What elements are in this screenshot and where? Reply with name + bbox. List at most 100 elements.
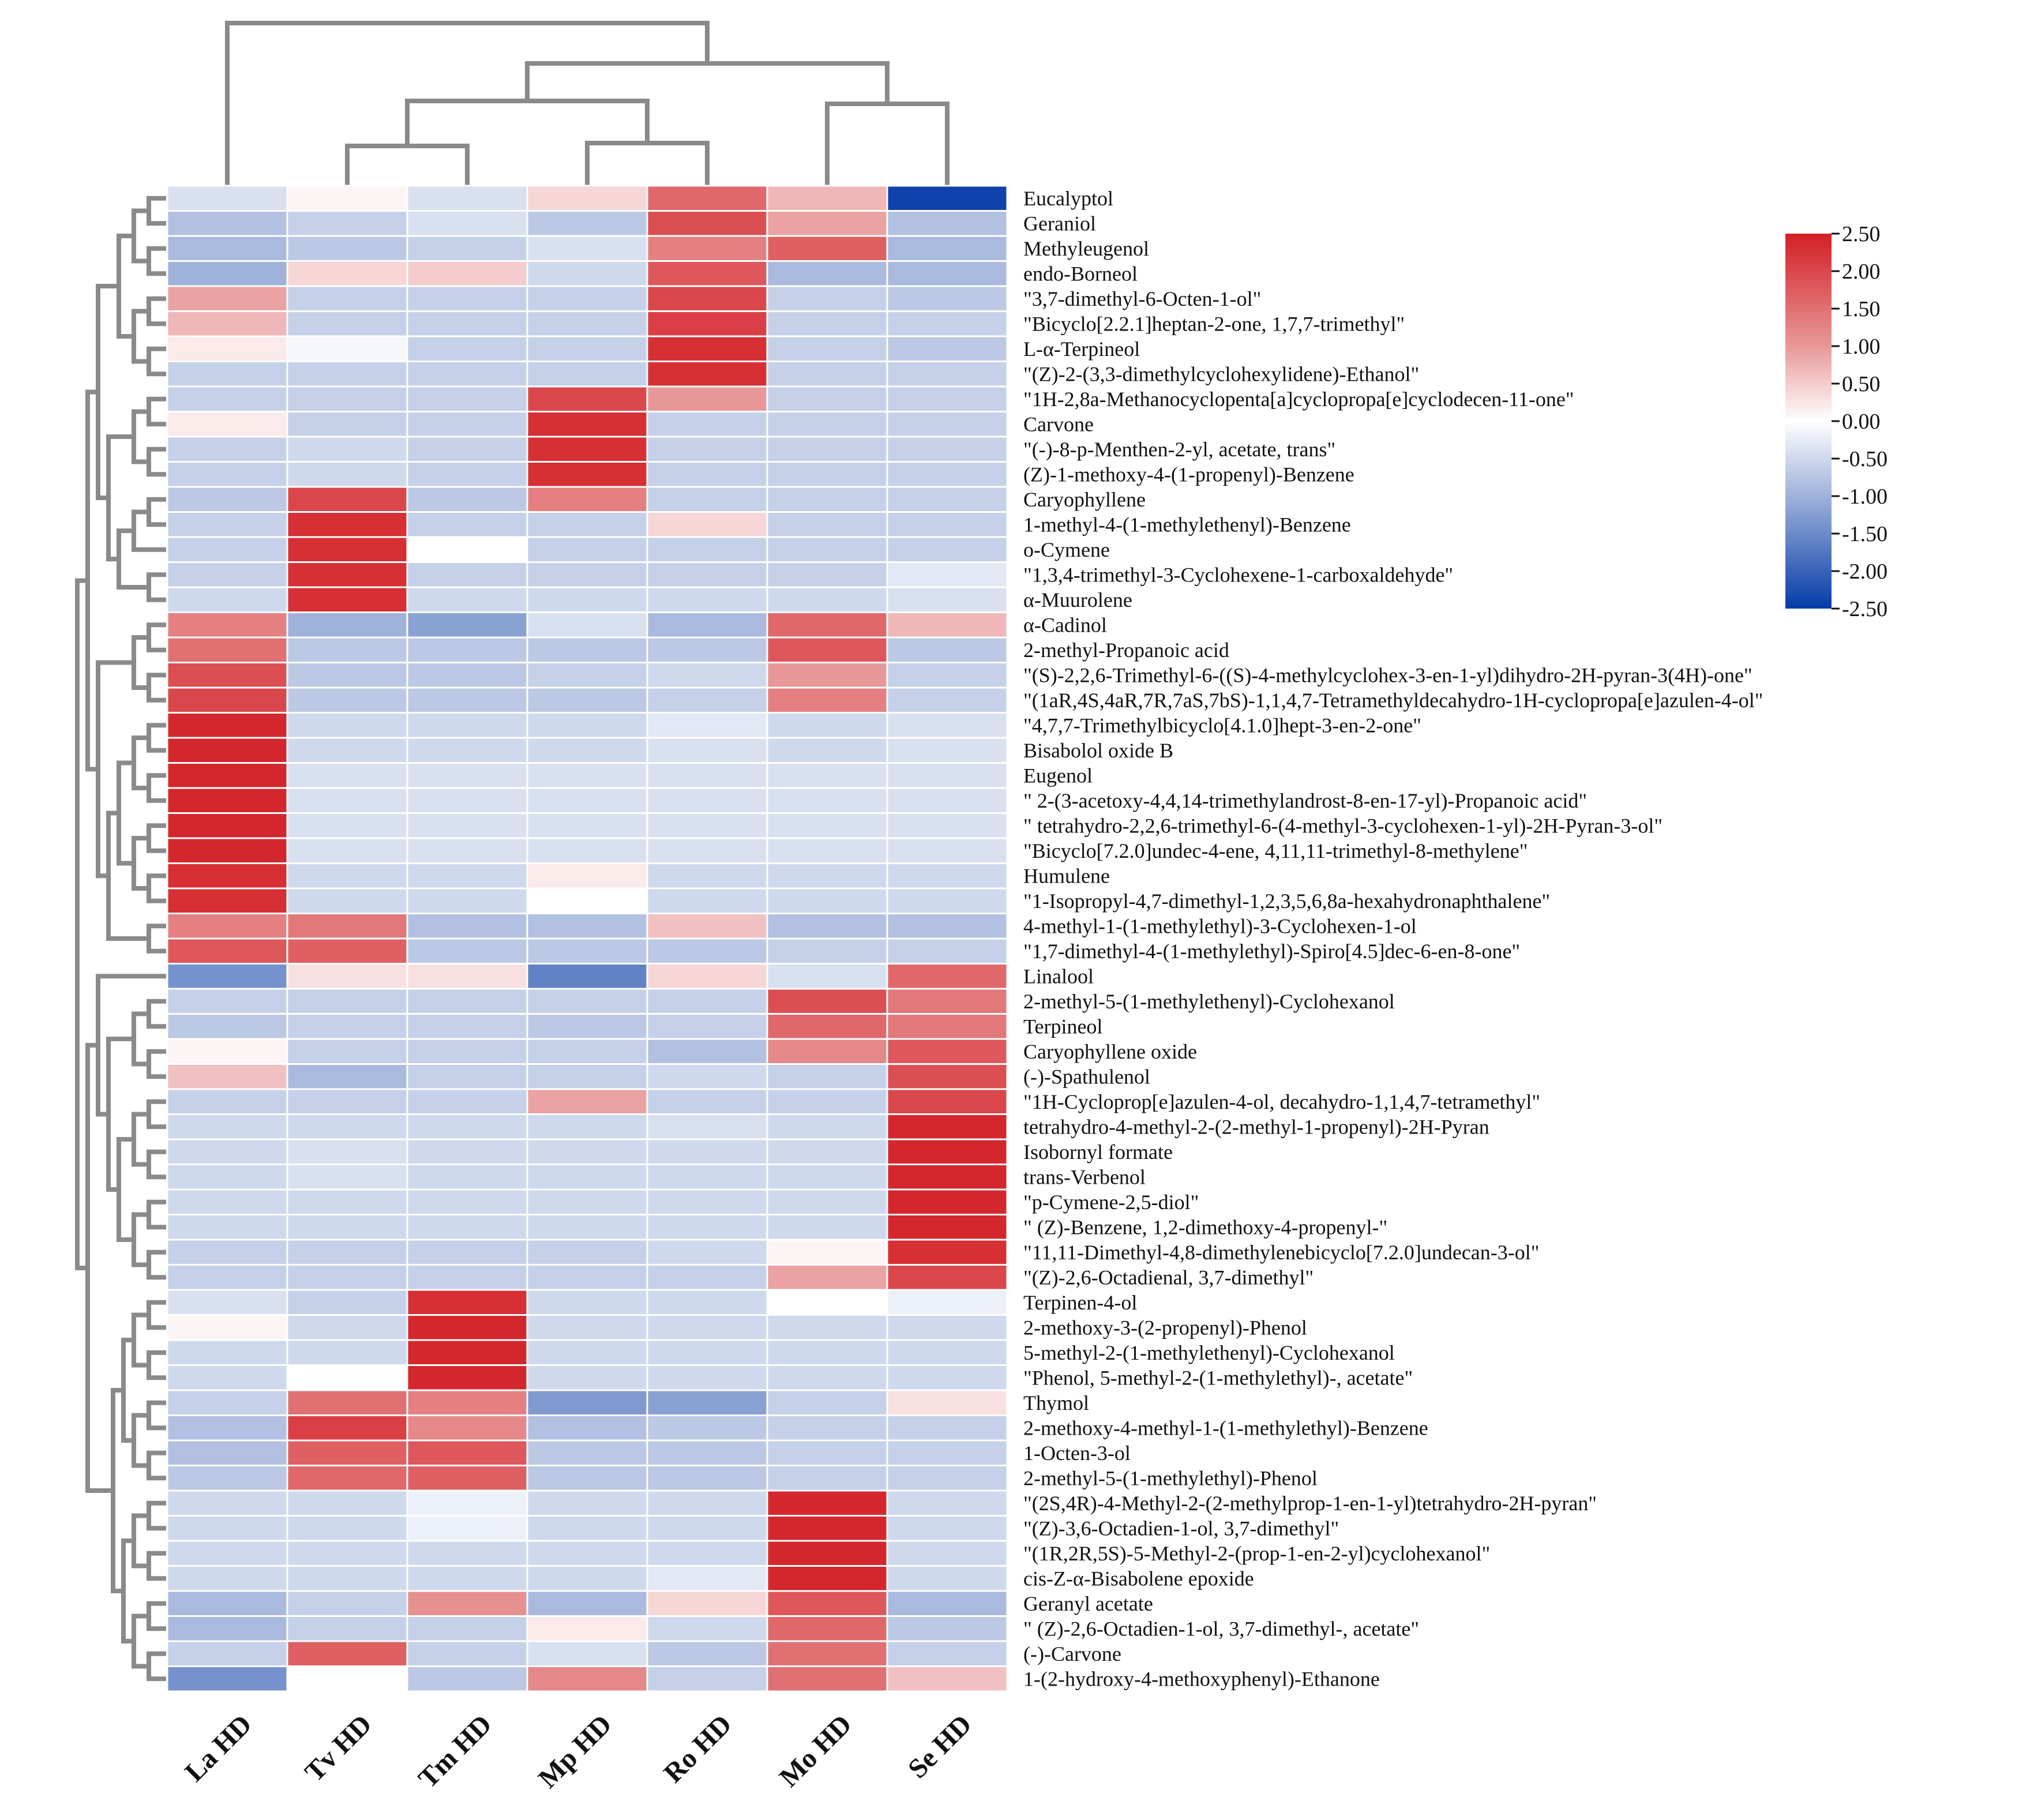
heatmap-cell (526, 260, 648, 287)
row-label: (-)-Spathulenol (1023, 1065, 1150, 1088)
heatmap-cell (526, 662, 648, 689)
heatmap-cell (646, 536, 768, 563)
column-labels: La HD Tv HD Tm HD Mp HD Ro HD Mo HD Se HD (179, 1709, 977, 1794)
heatmap-cell (166, 1489, 288, 1517)
heatmap-cell (646, 1489, 768, 1517)
heatmap-cell (526, 1339, 648, 1366)
heatmap-cell (766, 1640, 888, 1667)
heatmap-cell (646, 436, 768, 463)
heatmap-cell (286, 1364, 408, 1391)
heatmap-cell (766, 185, 888, 212)
heatmap-cell (166, 235, 288, 262)
heatmap-cell (406, 1515, 528, 1542)
heatmap-cell (166, 812, 288, 839)
heatmap-cell (886, 1063, 1008, 1090)
heatmap-cell (166, 586, 288, 613)
heatmap-cell (166, 536, 288, 563)
heatmap-cell (766, 1214, 888, 1241)
heatmap-cell (166, 1339, 288, 1366)
heatmap-cell (406, 1214, 528, 1241)
heatmap-cell (646, 586, 768, 613)
heatmap-cell (646, 561, 768, 588)
heatmap-cell (646, 686, 768, 714)
heatmap-cell (526, 1465, 648, 1492)
heatmap-cell (526, 335, 648, 362)
heatmap-cell (886, 1364, 1008, 1391)
heatmap-cell (406, 1389, 528, 1416)
heatmap-cell (886, 988, 1008, 1015)
heatmap-cell (886, 1289, 1008, 1316)
heatmap-cell (286, 1339, 408, 1366)
heatmap-cell (886, 1164, 1008, 1191)
heatmap-cell (766, 1113, 888, 1140)
heatmap-cell (286, 1389, 408, 1416)
heatmap-cell (526, 511, 648, 538)
heatmap-cell (286, 988, 408, 1015)
heatmap-cell (766, 1414, 888, 1442)
row-label: cis-Z-α-Bisabolene epoxide (1023, 1567, 1254, 1590)
heatmap-cell (526, 1665, 648, 1693)
heatmap-cell (526, 1239, 648, 1266)
heatmap-cell (886, 411, 1008, 438)
heatmap-cell (166, 1289, 288, 1316)
heatmap-cell (166, 636, 288, 663)
heatmap-cell (166, 762, 288, 789)
row-label: 2-methoxy-4-methyl-1-(1-methylethyl)-Ben… (1023, 1416, 1428, 1439)
heatmap-cell (286, 1138, 408, 1165)
heatmap-cell (406, 1013, 528, 1040)
heatmap-cell (886, 1465, 1008, 1492)
row-label: 1-(2-hydroxy-4-methoxyphenyl)-Ethanone (1023, 1667, 1380, 1690)
heatmap-cell (886, 662, 1008, 689)
heatmap-cell (166, 937, 288, 965)
heatmap-cell (406, 1615, 528, 1642)
heatmap-cell (886, 1515, 1008, 1542)
row-label: trans-Verbenol (1023, 1165, 1146, 1188)
heatmap-cell (526, 1489, 648, 1517)
row-label: 5-methyl-2-(1-methylethenyl)-Cyclohexano… (1023, 1341, 1395, 1364)
dendrogram-link (225, 21, 710, 185)
heatmap-cell (886, 611, 1008, 639)
heatmap-cell (526, 1590, 648, 1617)
heatmap-cell (406, 1489, 528, 1517)
heatmap-cell (766, 686, 888, 714)
heatmap-cell (166, 511, 288, 538)
row-label: (-)-Carvone (1023, 1642, 1121, 1665)
row-label: Caryophyllene (1023, 488, 1146, 511)
heatmap-cell (646, 235, 768, 262)
heatmap-cell (526, 887, 648, 914)
heatmap-cell (766, 963, 888, 990)
row-label: "Bicyclo[7.2.0]undec-4-ene, 4,11,11-trim… (1023, 839, 1528, 862)
heatmap-cell (886, 385, 1008, 412)
heatmap-cell (766, 712, 888, 739)
heatmap-cell (286, 536, 408, 563)
heatmap-cell (406, 611, 528, 639)
heatmap-cell (286, 586, 408, 613)
heatmap-cell (646, 636, 768, 663)
row-label: 4-methyl-1-(1-methylethyl)-3-Cyclohexen-… (1023, 914, 1417, 937)
heatmap-cell (886, 1264, 1008, 1291)
heatmap-cell (166, 1665, 288, 1693)
heatmap-cell (646, 285, 768, 312)
heatmap-cell (166, 611, 288, 639)
heatmap-cell (646, 1038, 768, 1065)
heatmap-cell (526, 862, 648, 890)
heatmap-cell (286, 1414, 408, 1442)
heatmap-cell (286, 636, 408, 663)
heatmap-cell (646, 787, 768, 814)
heatmap-cell (286, 1665, 408, 1693)
row-label: (Z)-1-methoxy-4-(1-propenyl)-Benzene (1023, 463, 1354, 486)
row-label: "11,11-Dimethyl-4,8-dimethylenebicyclo[7… (1023, 1241, 1539, 1264)
heatmap-cell (526, 1289, 648, 1316)
heatmap-cell (166, 1465, 288, 1492)
heatmap-cell (406, 1339, 528, 1366)
heatmap-cell (406, 561, 528, 588)
row-label: 1-methyl-4-(1-methylethenyl)-Benzene (1023, 513, 1351, 536)
heatmap-cell (886, 210, 1008, 237)
column-label: La HD (179, 1709, 257, 1787)
row-label: Eucalyptol (1023, 187, 1113, 210)
heatmap-cell (526, 1214, 648, 1241)
row-label: "(1aR,4S,4aR,7R,7aS,7bS)-1,1,4,7-Tetrame… (1023, 689, 1763, 712)
heatmap-cell (526, 1615, 648, 1642)
heatmap-cell (526, 913, 648, 940)
row-label: "(Z)-3,6-Octadien-1-ol, 3,7-dimethyl" (1023, 1517, 1339, 1540)
